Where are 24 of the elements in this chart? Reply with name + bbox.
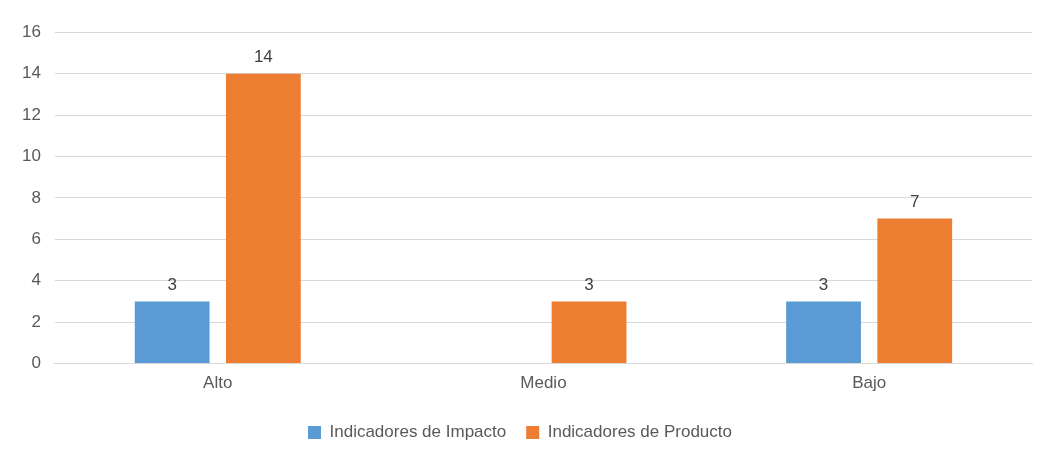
y-tick-label: 0 (31, 353, 41, 373)
data-label: 3 (167, 274, 177, 294)
data-label: 3 (584, 274, 594, 294)
legend-label: Indicadores de Impacto (329, 422, 507, 442)
x-tick-label: Alto (203, 373, 233, 393)
bar (551, 301, 627, 364)
data-label: 3 (818, 274, 829, 294)
x-tick-label: Bajo (852, 373, 887, 393)
bar (877, 218, 953, 364)
y-tick-label: 10 (21, 146, 41, 166)
bar (225, 73, 301, 364)
bar (134, 301, 210, 364)
legend-label: Indicadores de Producto (547, 422, 733, 442)
y-tick-label: 2 (31, 311, 41, 331)
y-tick-label: 4 (31, 270, 41, 290)
data-label: 7 (910, 191, 920, 211)
data-label: 14 (253, 46, 273, 66)
bar (786, 301, 861, 364)
y-tick-label: 14 (21, 63, 41, 83)
y-tick-label: 8 (31, 187, 41, 207)
y-tick-label: 12 (21, 104, 41, 124)
x-tick-label: Medio (520, 373, 567, 393)
y-tick-label: 16 (21, 21, 41, 41)
y-tick-label: 6 (31, 229, 41, 249)
